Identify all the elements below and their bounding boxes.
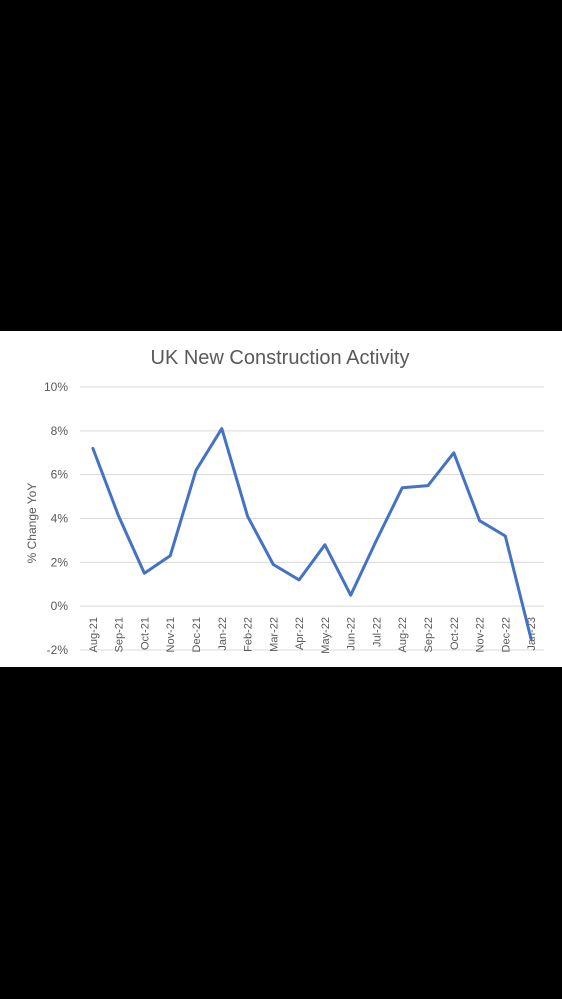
x-tick-label: Aug-22 bbox=[397, 617, 409, 652]
x-tick-label: Nov-22 bbox=[475, 617, 487, 652]
chart-panel: UK New Construction Activity % Change Yo… bbox=[0, 331, 562, 667]
series-layer bbox=[91, 427, 533, 641]
x-tick-label: Sep-22 bbox=[423, 617, 435, 652]
x-tick-label: May-22 bbox=[320, 617, 332, 654]
series-line bbox=[91, 427, 533, 641]
x-tick-label: Jan-22 bbox=[217, 617, 229, 651]
y-tick-label: 2% bbox=[51, 555, 69, 569]
x-tick-label: Feb-22 bbox=[243, 617, 255, 652]
y-tick-label: 10% bbox=[44, 380, 68, 394]
x-tick-label: Jun-22 bbox=[346, 617, 358, 651]
x-tick-label: Aug-21 bbox=[88, 617, 100, 652]
y-axis-label: % Change YoY bbox=[25, 483, 39, 564]
y-tick-label: 0% bbox=[51, 599, 69, 613]
x-tick-label: Oct-21 bbox=[139, 617, 151, 650]
x-tick-label: Dec-21 bbox=[191, 617, 203, 652]
y-tick-label: 6% bbox=[51, 468, 69, 482]
x-tick-label: Mar-22 bbox=[268, 617, 280, 652]
y-tick-labels: -2% 0% 2% 4% 6% 8% 10% bbox=[44, 380, 68, 657]
x-tick-label: Apr-22 bbox=[294, 617, 306, 650]
chart-title: UK New Construction Activity bbox=[151, 347, 410, 369]
x-tick-label: Jul-22 bbox=[371, 617, 383, 647]
y-tick-label: -2% bbox=[47, 643, 69, 657]
x-tick-label: Dec-22 bbox=[500, 617, 512, 652]
x-tick-label: Nov-21 bbox=[165, 617, 177, 652]
x-tick-label: Sep-21 bbox=[114, 617, 126, 652]
line-chart: UK New Construction Activity % Change Yo… bbox=[25, 347, 544, 657]
x-tick-labels: Aug-21 Sep-21 Oct-21 Nov-21 Dec-21 Jan-22 Feb-… bbox=[88, 617, 538, 654]
gridlines bbox=[80, 386, 544, 651]
x-tick-label: Oct-22 bbox=[449, 617, 461, 650]
y-tick-label: 8% bbox=[51, 424, 69, 438]
y-tick-label: 4% bbox=[51, 512, 69, 526]
